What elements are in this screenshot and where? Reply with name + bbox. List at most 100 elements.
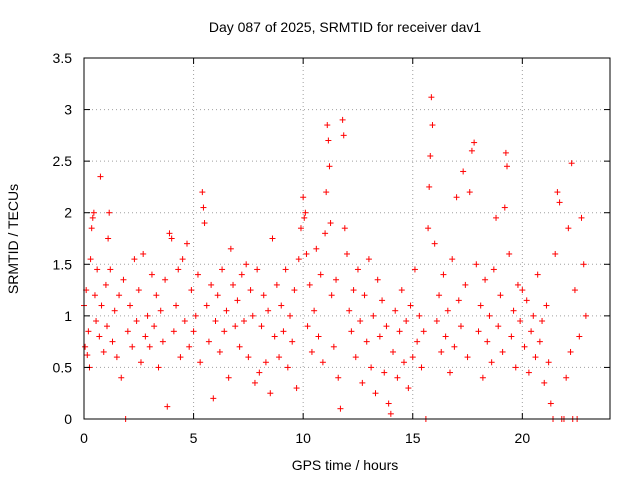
data-point: [181, 318, 188, 325]
data-point: [251, 379, 258, 386]
data-point: [164, 403, 171, 410]
data-point: [357, 318, 364, 325]
data-point: [545, 359, 552, 366]
data-point: [98, 302, 105, 309]
data-point: [339, 116, 346, 123]
data-point: [194, 271, 201, 278]
data-point: [431, 240, 438, 247]
data-point: [563, 374, 570, 381]
data-point: [192, 312, 199, 319]
data-point: [96, 333, 103, 340]
data-point: [137, 359, 144, 366]
data-point: [173, 302, 180, 309]
data-point: [416, 312, 423, 319]
data-point: [327, 220, 334, 227]
data-point: [510, 307, 517, 314]
data-point: [325, 137, 332, 144]
data-point: [455, 297, 462, 304]
axis-ticks: [83, 57, 610, 420]
data-point: [227, 245, 234, 252]
data-point: [87, 256, 94, 263]
data-point: [301, 214, 308, 221]
data-point: [493, 214, 500, 221]
data-point: [311, 307, 318, 314]
data-point: [501, 204, 508, 211]
data-point: [315, 333, 322, 340]
data-point: [473, 261, 480, 268]
data-point: [88, 225, 95, 232]
data-point: [140, 250, 147, 257]
data-point: [323, 189, 330, 196]
data-point: [466, 189, 473, 196]
data-point: [85, 328, 92, 335]
data-point: [162, 276, 169, 283]
data-point: [276, 354, 283, 361]
data-point: [243, 261, 250, 268]
data-point: [352, 354, 359, 361]
data-point: [508, 333, 515, 340]
data-point: [93, 318, 100, 325]
y-tick-label: 2.5: [53, 153, 73, 169]
data-point: [433, 318, 440, 325]
data-point: [262, 359, 269, 366]
data-point: [341, 225, 348, 232]
data-point: [295, 256, 302, 263]
data-point: [205, 338, 212, 345]
data-point: [552, 250, 559, 257]
data-point: [258, 323, 265, 330]
data-point: [199, 189, 206, 196]
data-point: [232, 323, 239, 330]
data-point: [157, 307, 164, 314]
data-point: [324, 122, 331, 129]
data-point: [82, 343, 89, 350]
data-point: [477, 302, 484, 309]
data-point: [536, 338, 543, 345]
data-point: [344, 250, 350, 257]
data-point: [486, 312, 493, 319]
data-point: [497, 292, 504, 299]
data-point: [582, 312, 589, 319]
data-point: [414, 338, 421, 345]
data-point: [254, 266, 261, 273]
data-point: [462, 281, 469, 288]
data-point: [107, 266, 114, 273]
data-point: [340, 132, 347, 139]
data-point: [265, 307, 272, 314]
data-point: [374, 276, 381, 283]
data-point: [425, 225, 432, 232]
data-point: [223, 307, 230, 314]
data-point: [186, 343, 193, 350]
data-point: [124, 328, 131, 335]
data-point: [484, 338, 491, 345]
data-point: [578, 214, 585, 221]
data-point: [166, 230, 173, 237]
y-tick-label: 1: [64, 308, 72, 324]
data-point: [148, 271, 155, 278]
data-point: [131, 256, 138, 263]
plot-frame: [83, 57, 611, 420]
data-point: [170, 328, 177, 335]
data-point: [127, 302, 134, 309]
data-point: [151, 323, 158, 330]
data-point: [118, 374, 125, 381]
data-point: [129, 343, 136, 350]
data-point: [479, 374, 486, 381]
data-point: [297, 225, 304, 232]
data-point: [91, 292, 98, 299]
data-point: [475, 328, 482, 335]
data-point: [453, 194, 460, 201]
data-point: [447, 369, 454, 376]
data-point: [512, 364, 519, 371]
data-point: [385, 400, 392, 407]
data-point: [534, 271, 541, 278]
data-point: [519, 287, 526, 294]
data-point: [411, 266, 418, 273]
data-point: [84, 352, 91, 359]
data-point: [102, 281, 109, 288]
data-point: [400, 359, 407, 366]
data-point: [523, 297, 530, 304]
data-point: [322, 230, 329, 237]
data-point: [368, 364, 375, 371]
data-point: [580, 261, 587, 268]
data-point: [365, 256, 372, 263]
